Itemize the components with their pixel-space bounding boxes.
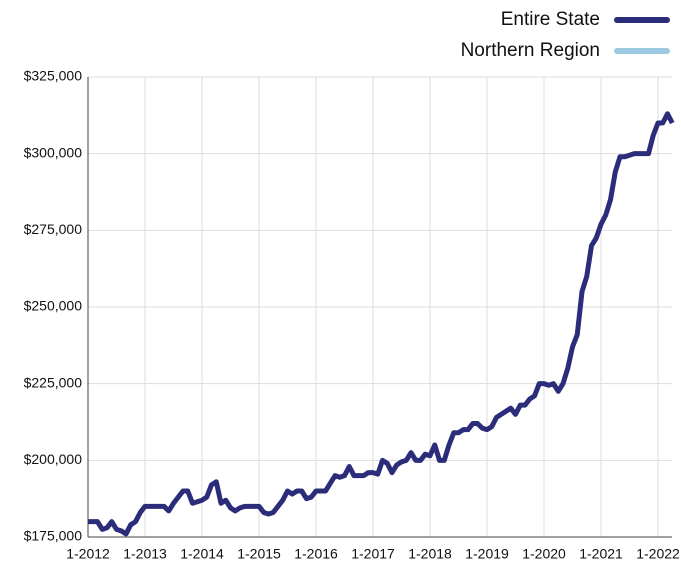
y-tick-label: $325,000 [24, 68, 83, 84]
x-tick-label: 1-2013 [123, 546, 167, 562]
x-tick-label: 1-2019 [465, 546, 509, 562]
y-tick-label: $200,000 [24, 451, 83, 467]
x-tick-label: 1-2012 [66, 546, 110, 562]
y-tick-label: $225,000 [24, 374, 83, 390]
legend-label: Northern Region [461, 40, 600, 61]
y-tick-label: $175,000 [24, 528, 83, 544]
x-tick-label: 1-2018 [408, 546, 452, 562]
legend-label: Entire State [501, 9, 600, 30]
x-tick-label: 1-2020 [522, 546, 566, 562]
x-tick-label: 1-2014 [180, 546, 224, 562]
x-tick-label: 1-2015 [237, 546, 281, 562]
x-tick-label: 1-2016 [294, 546, 338, 562]
y-tick-label: $275,000 [24, 221, 83, 237]
series-line [88, 111, 675, 537]
x-tick-label: 1-2022 [636, 546, 680, 562]
y-tick-label: $250,000 [24, 298, 83, 314]
x-tick-label: 1-2021 [579, 546, 623, 562]
x-tick-label: 1-2017 [351, 546, 395, 562]
y-tick-label: $300,000 [24, 144, 83, 160]
